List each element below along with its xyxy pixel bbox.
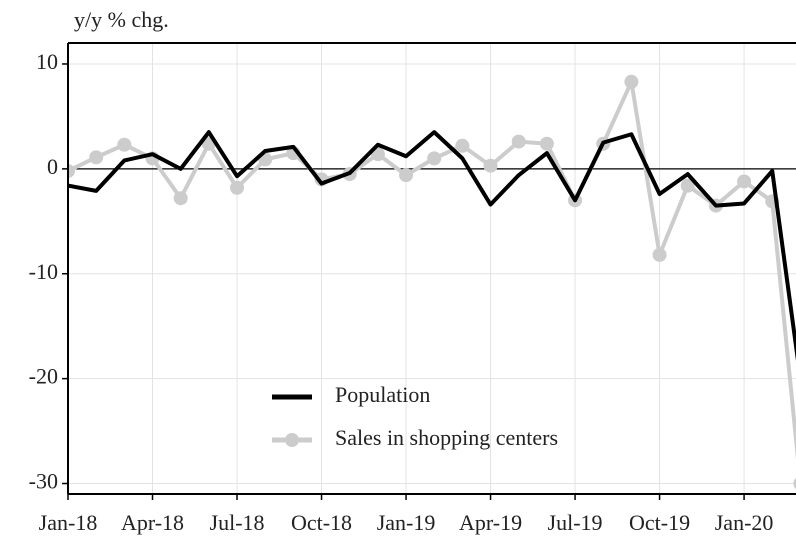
series-marker: [737, 174, 752, 189]
series-line: [68, 79, 796, 460]
x-tick-label: Apr-18: [121, 510, 184, 535]
legend-marker: [285, 433, 299, 447]
y-tick-label: 10: [36, 49, 58, 74]
y-axis-label: y/y % chg.: [74, 7, 169, 32]
series-marker: [624, 74, 639, 89]
series-marker: [117, 137, 132, 152]
series-marker: [399, 168, 414, 183]
series-marker: [680, 178, 695, 193]
plot-area: [68, 74, 796, 489]
legend: Population Sales in shopping centers: [272, 382, 558, 450]
series-marker: [483, 158, 498, 173]
legend-label: Sales in shopping centers: [335, 425, 558, 450]
series-line: [68, 130, 796, 361]
series-marker: [539, 136, 554, 151]
x-tick-label: Jul-18: [210, 510, 265, 535]
y-tick-label: 0: [47, 154, 58, 179]
x-tick-label: Oct-18: [291, 510, 352, 535]
series-marker: [427, 151, 442, 166]
series-marker: [793, 478, 796, 489]
series-marker: [230, 180, 245, 195]
y-tick-label: -10: [29, 259, 58, 284]
series-marker: [173, 191, 188, 206]
y-tick-label: -30: [29, 469, 58, 494]
y-tick-label: -20: [29, 364, 58, 389]
series-marker: [652, 247, 667, 262]
series-marker: [68, 163, 75, 178]
x-tick-label: Jan-18: [39, 510, 98, 535]
x-tick-label: Oct-19: [629, 510, 690, 535]
x-tick-label: Jan-19: [377, 510, 436, 535]
series-marker: [511, 134, 526, 149]
x-tick-label: Jul-19: [548, 510, 603, 535]
series-marker: [89, 150, 104, 165]
legend-label: Population: [335, 382, 430, 407]
x-tick-label: Jan-20: [715, 510, 774, 535]
series-marker: [455, 138, 470, 153]
x-tick-label: Apr-19: [459, 510, 522, 535]
